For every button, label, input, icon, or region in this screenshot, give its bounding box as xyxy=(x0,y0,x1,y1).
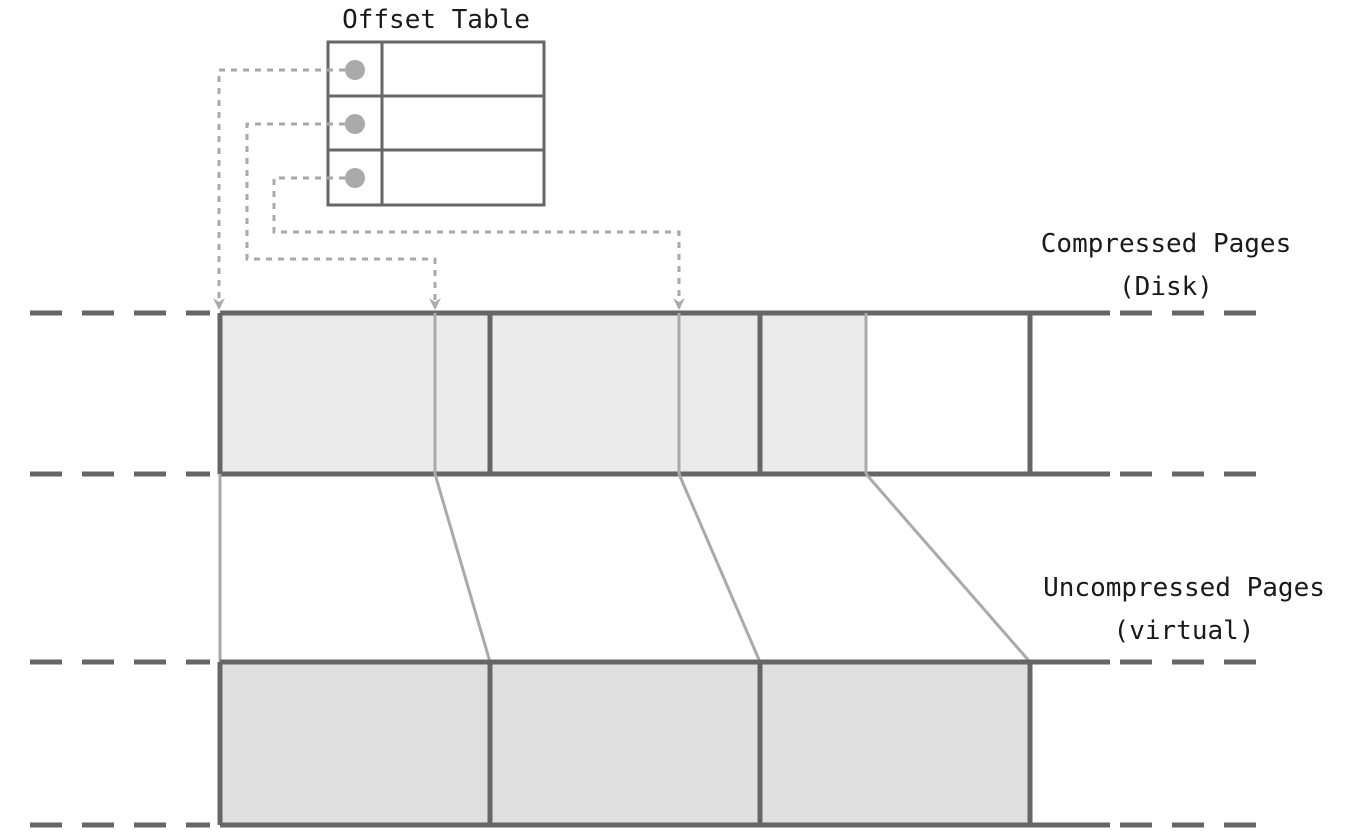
uncompressed-data-region xyxy=(220,662,1030,825)
compressed-pages-row xyxy=(30,310,1270,477)
uncompressed-pages-row xyxy=(30,659,1270,828)
offset-pointer-dot-2 xyxy=(345,114,365,134)
offset-pointer-arrow-1 xyxy=(213,68,345,310)
offset-pointer-dot-3 xyxy=(345,168,365,188)
offset-table-title: Offset Table xyxy=(342,5,530,35)
offset-pointer-arrow-3 xyxy=(272,176,685,310)
offset-pointer-dot-1 xyxy=(345,60,365,80)
compressed-pages-label: Compressed Pages xyxy=(1041,229,1291,259)
mapping-line xyxy=(864,473,1032,663)
compressed-data-region xyxy=(220,313,866,474)
offset-table xyxy=(326,40,546,207)
mapping-line xyxy=(677,473,762,663)
offset-pointer-arrow-2 xyxy=(245,122,441,310)
uncompressed-pages-label: Uncompressed Pages xyxy=(1043,573,1325,603)
compressed-pages-sublabel: (Disk) xyxy=(1119,272,1213,302)
mapping-line xyxy=(433,473,492,663)
uncompressed-pages-sublabel: (virtual) xyxy=(1114,616,1255,646)
offset-pointers xyxy=(213,68,685,310)
decompression-mapping xyxy=(218,473,1032,663)
